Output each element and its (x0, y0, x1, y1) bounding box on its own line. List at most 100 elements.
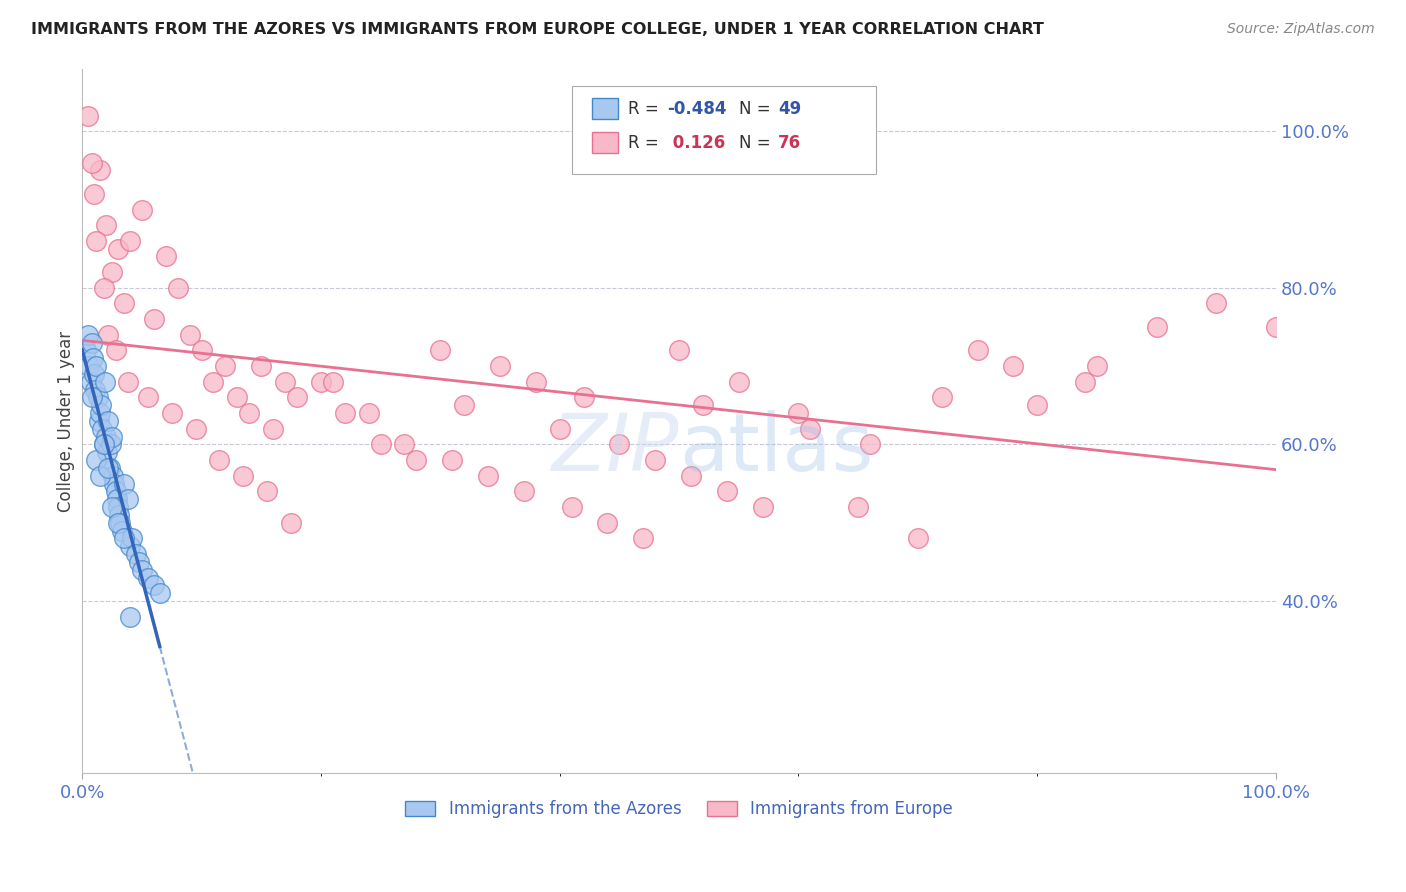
Point (80, 391, 103, 405)
Point (105, 492, 128, 507)
Point (86, 391, 108, 405)
Point (100, 437, 122, 451)
Point (98, 461, 121, 475)
Point (1085, 359, 1108, 373)
Point (1205, 296, 1227, 310)
Point (751, 500, 773, 515)
Point (77, 109, 100, 123)
Point (86, 453, 108, 467)
Point (202, 375, 225, 389)
Point (118, 609, 141, 624)
Point (93, 437, 115, 451)
Point (121, 532, 143, 546)
Point (274, 375, 297, 389)
Point (160, 406, 183, 420)
Point (609, 437, 631, 451)
Text: N =: N = (738, 134, 776, 152)
Point (125, 547, 148, 561)
Point (716, 484, 738, 499)
Point (238, 406, 260, 420)
Point (79, 375, 101, 389)
Point (166, 281, 188, 295)
Point (405, 453, 427, 467)
Point (966, 343, 988, 358)
Text: atlas: atlas (679, 410, 873, 488)
Point (370, 437, 392, 451)
Point (94, 375, 117, 389)
Point (87, 414, 110, 428)
Point (75, 343, 97, 358)
Text: -0.484: -0.484 (666, 100, 727, 118)
Point (631, 532, 654, 546)
Point (333, 406, 356, 420)
Point (644, 453, 666, 467)
Point (91, 422, 114, 436)
Point (112, 476, 135, 491)
Point (256, 484, 278, 499)
Y-axis label: College, Under 1 year: College, Under 1 year (58, 330, 75, 511)
Point (110, 524, 132, 538)
Text: Source: ZipAtlas.com: Source: ZipAtlas.com (1227, 22, 1375, 37)
Point (97, 461, 120, 475)
Point (94, 430, 117, 444)
Point (513, 484, 536, 499)
Point (262, 422, 284, 436)
Point (107, 500, 129, 515)
FancyBboxPatch shape (572, 87, 876, 174)
Point (82, 351, 104, 366)
Point (79, 359, 101, 373)
Point (131, 563, 153, 577)
Text: 76: 76 (778, 134, 801, 152)
Point (322, 375, 344, 389)
Point (846, 500, 869, 515)
Point (787, 406, 810, 420)
Point (596, 516, 619, 530)
Point (232, 468, 254, 483)
Point (89, 468, 111, 483)
Text: R =: R = (627, 134, 664, 152)
Point (136, 391, 159, 405)
Point (94, 218, 117, 232)
Text: 49: 49 (778, 100, 801, 118)
Point (128, 555, 150, 569)
Point (131, 202, 153, 217)
Bar (592, 132, 619, 153)
Point (118, 539, 141, 553)
Point (155, 250, 177, 264)
Point (77, 327, 100, 342)
Point (104, 484, 127, 499)
Point (142, 312, 165, 326)
Point (285, 391, 308, 405)
Point (572, 391, 595, 405)
Point (190, 343, 212, 358)
Point (1026, 398, 1049, 412)
Point (1265, 320, 1288, 334)
Text: IMMIGRANTS FROM THE AZORES VS IMMIGRANTS FROM EUROPE COLLEGE, UNDER 1 YEAR CORRE: IMMIGRANTS FROM THE AZORES VS IMMIGRANTS… (31, 22, 1043, 37)
Point (118, 234, 141, 248)
Point (136, 571, 159, 585)
Point (727, 375, 749, 389)
Point (83, 367, 105, 381)
Point (112, 532, 135, 546)
Point (931, 391, 953, 405)
Point (80, 335, 103, 350)
Point (799, 422, 821, 436)
Point (429, 343, 451, 358)
Point (357, 406, 380, 420)
Point (89, 406, 111, 420)
Point (103, 476, 125, 491)
Point (692, 398, 714, 412)
Point (80, 155, 103, 169)
Point (93, 281, 115, 295)
Point (394, 437, 416, 451)
Point (89, 163, 111, 178)
Point (104, 343, 127, 358)
Point (107, 242, 129, 256)
Point (907, 532, 929, 546)
Point (84, 383, 107, 397)
Point (280, 516, 302, 530)
Point (524, 375, 547, 389)
Point (477, 468, 499, 483)
Text: ZIP: ZIP (551, 410, 679, 488)
Point (112, 296, 135, 310)
